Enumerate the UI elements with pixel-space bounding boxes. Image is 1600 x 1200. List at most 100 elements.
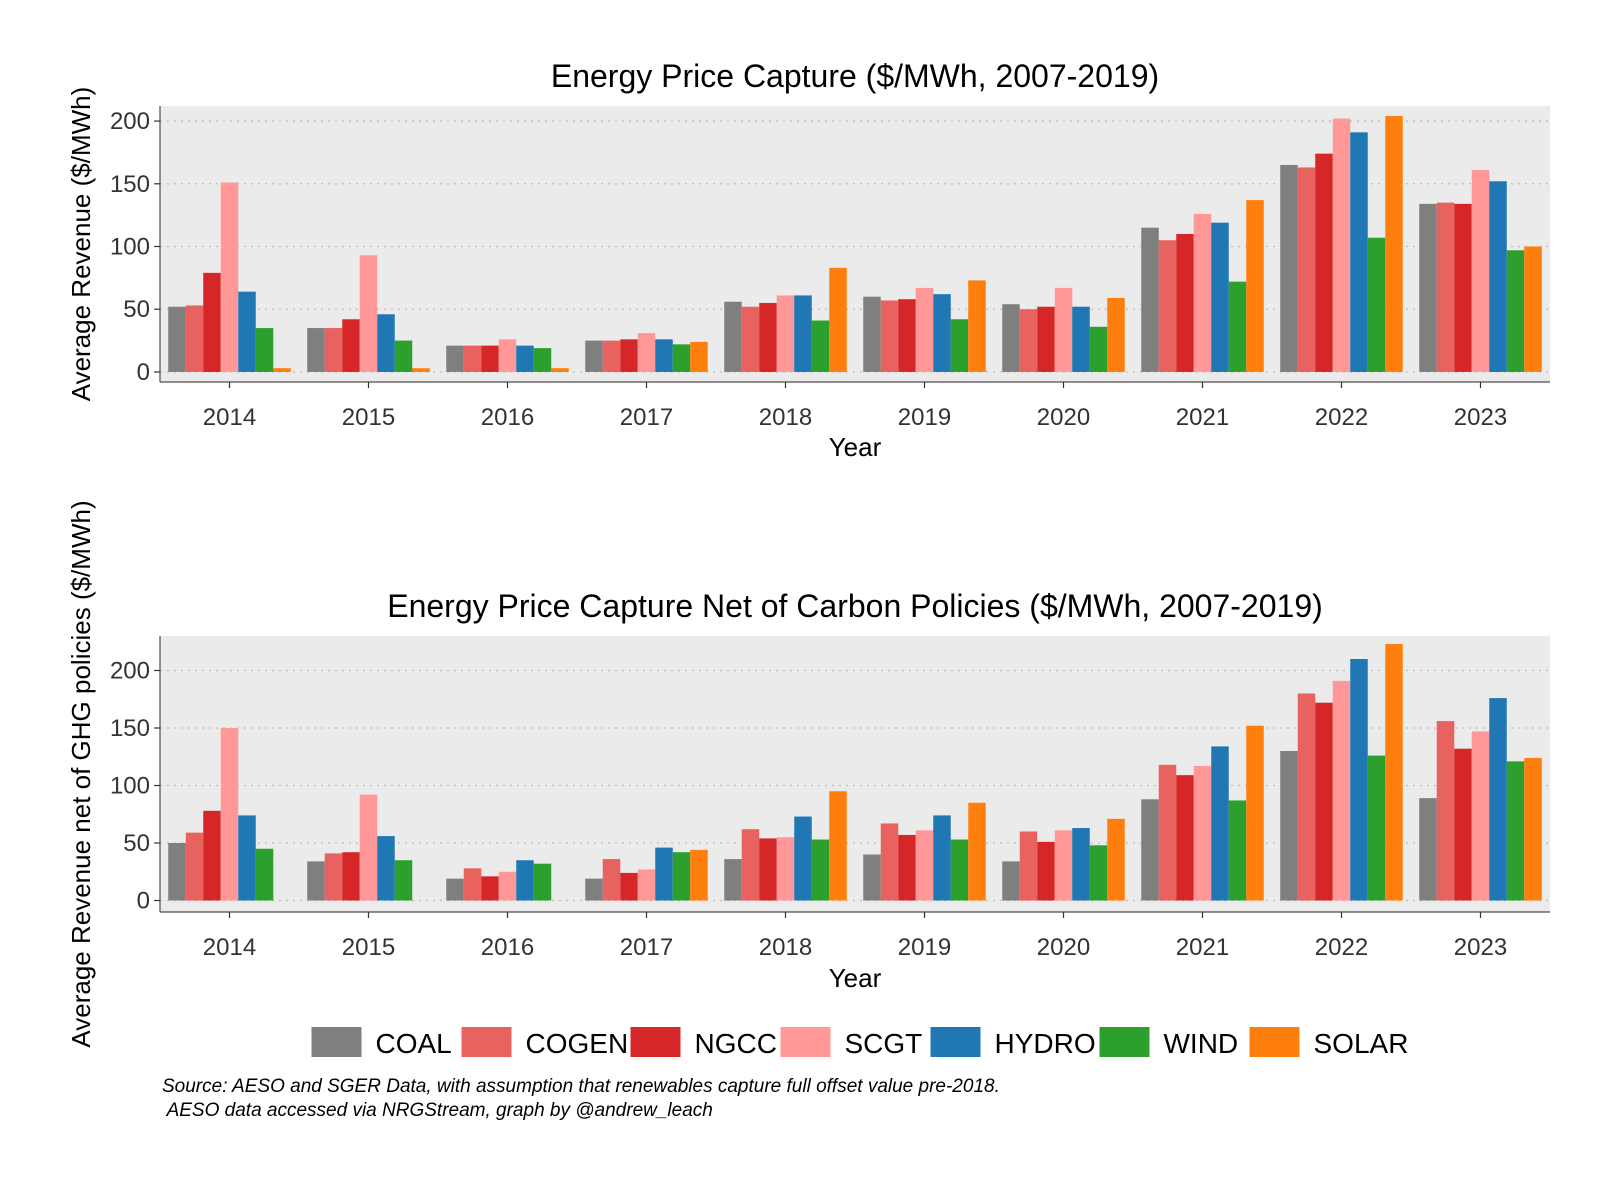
bar-solar-2019 — [968, 802, 986, 901]
source-note-line-2: AESO data accessed via NRGStream, graph … — [162, 1100, 713, 1121]
x-tick-label-2015: 2015 — [342, 404, 395, 431]
bar-hydro-2015 — [377, 314, 395, 372]
x-tick-label-2018: 2018 — [759, 934, 812, 961]
chart-title: Energy Price Capture ($/MWh, 2007-2019) — [551, 58, 1159, 94]
bar-wind-2019 — [950, 319, 969, 372]
bar-hydro-2022 — [1350, 132, 1368, 372]
bar-scgt-2017 — [637, 869, 656, 901]
bar-coal-2014 — [168, 843, 186, 901]
bar-coal-2017 — [585, 340, 603, 372]
bar-scgt-2018 — [776, 837, 795, 901]
bar-ngcc-2017 — [620, 339, 638, 372]
x-tick-label-2023: 2023 — [1454, 404, 1507, 431]
bar-solar-2021 — [1246, 725, 1264, 901]
bar-hydro-2020 — [1072, 306, 1090, 372]
bar-cogen-2020 — [1019, 831, 1038, 901]
legend-label-wind: WIND — [1164, 1028, 1239, 1059]
bar-wind-2021 — [1228, 281, 1247, 372]
bar-wind-2020 — [1089, 845, 1108, 901]
bar-cogen-2014 — [185, 305, 204, 372]
bar-hydro-2017 — [655, 847, 673, 901]
bar-coal-2019 — [863, 854, 881, 901]
bar-ngcc-2014 — [203, 810, 221, 901]
bar-solar-2014 — [273, 368, 291, 372]
legend-swatch-coal — [311, 1027, 362, 1057]
bar-scgt-2022 — [1332, 118, 1351, 372]
bar-wind-2023 — [1506, 250, 1525, 372]
bar-wind-2016 — [533, 348, 552, 372]
bar-cogen-2023 — [1436, 202, 1455, 372]
source-note-line-1: Source: AESO and SGER Data, with assumpt… — [162, 1076, 1000, 1097]
bar-hydro-2016 — [516, 345, 534, 372]
chart-panel-net-of-carbon-policies: 0 50 100 150 200 2014 2015 2016 2017 2018 2019 2020… — [66, 500, 1550, 1048]
y-tick-label-0: 0 — [137, 359, 150, 386]
x-tick-label-2015: 2015 — [342, 934, 395, 961]
y-tick-label-0: 0 — [137, 888, 150, 915]
x-axis-title: Year — [829, 963, 882, 993]
bar-solar-2017 — [690, 341, 708, 372]
x-tick-label-2014: 2014 — [203, 404, 256, 431]
legend-label-solar: SOLAR — [1314, 1028, 1409, 1059]
y-tick-label-150: 150 — [110, 715, 150, 742]
bar-hydro-2023 — [1489, 181, 1507, 372]
legend-label-hydro: HYDRO — [995, 1028, 1096, 1059]
legend: COAL COGEN NGCC SCGT HYDRO WIND SOLAR — [311, 1027, 1409, 1059]
bar-coal-2023 — [1419, 798, 1437, 901]
x-tick-label-2020: 2020 — [1037, 404, 1090, 431]
bar-coal-2016 — [446, 878, 464, 901]
chart-panel-energy-price-capture: 0 50 100 150 200 2014 2015 2016 2017 2018 2019 2020… — [66, 58, 1550, 462]
bar-solar-2023 — [1524, 757, 1542, 901]
bar-scgt-2020 — [1054, 830, 1073, 901]
bar-hydro-2014 — [238, 815, 256, 901]
bar-ngcc-2016 — [481, 876, 499, 901]
bar-ngcc-2022 — [1315, 153, 1333, 372]
legend-label-coal: COAL — [376, 1028, 452, 1059]
bar-hydro-2020 — [1072, 828, 1090, 901]
bar-wind-2017 — [672, 852, 691, 901]
bar-coal-2020 — [1002, 861, 1020, 901]
bar-wind-2020 — [1089, 326, 1108, 372]
bar-hydro-2015 — [377, 836, 395, 901]
bar-coal-2023 — [1419, 203, 1437, 372]
bar-coal-2018 — [724, 301, 742, 372]
bar-cogen-2020 — [1019, 309, 1038, 372]
x-tick-label-2016: 2016 — [481, 934, 534, 961]
bar-ngcc-2014 — [203, 272, 221, 372]
bar-ngcc-2019 — [898, 834, 916, 901]
legend-label-cogen: COGEN — [526, 1028, 629, 1059]
bar-hydro-2019 — [933, 815, 951, 901]
bar-coal-2015 — [307, 328, 325, 372]
bar-coal-2017 — [585, 878, 603, 901]
bar-hydro-2014 — [238, 291, 256, 372]
bar-ngcc-2023 — [1454, 203, 1472, 372]
bar-scgt-2018 — [776, 295, 795, 372]
x-tick-label-2020: 2020 — [1037, 934, 1090, 961]
legend-label-ngcc: NGCC — [695, 1028, 777, 1059]
bar-cogen-2019 — [880, 300, 899, 372]
bar-cogen-2016 — [463, 345, 482, 372]
bar-ngcc-2021 — [1176, 775, 1194, 901]
bar-coal-2015 — [307, 861, 325, 901]
legend-swatch-ngcc — [630, 1027, 681, 1057]
x-tick-label-2021: 2021 — [1176, 934, 1229, 961]
legend-swatch-hydro — [930, 1027, 981, 1057]
bar-cogen-2021 — [1158, 764, 1177, 901]
y-tick-label-50: 50 — [123, 296, 150, 323]
bar-wind-2014 — [255, 848, 274, 901]
bar-cogen-2019 — [880, 823, 899, 901]
bar-scgt-2021 — [1193, 765, 1212, 901]
x-tick-label-2019: 2019 — [898, 934, 951, 961]
x-tick-label-2022: 2022 — [1315, 934, 1368, 961]
x-tick-label-2017: 2017 — [620, 404, 673, 431]
bar-solar-2018 — [829, 791, 847, 901]
bar-solar-2021 — [1246, 200, 1264, 372]
bar-ngcc-2020 — [1037, 841, 1055, 901]
bar-cogen-2017 — [602, 340, 621, 372]
bar-cogen-2014 — [185, 832, 204, 901]
bar-wind-2018 — [811, 320, 830, 372]
bar-wind-2021 — [1228, 800, 1247, 901]
bar-coal-2014 — [168, 306, 186, 372]
bar-cogen-2015 — [324, 853, 343, 901]
bar-cogen-2021 — [1158, 240, 1177, 372]
bar-hydro-2017 — [655, 339, 673, 372]
